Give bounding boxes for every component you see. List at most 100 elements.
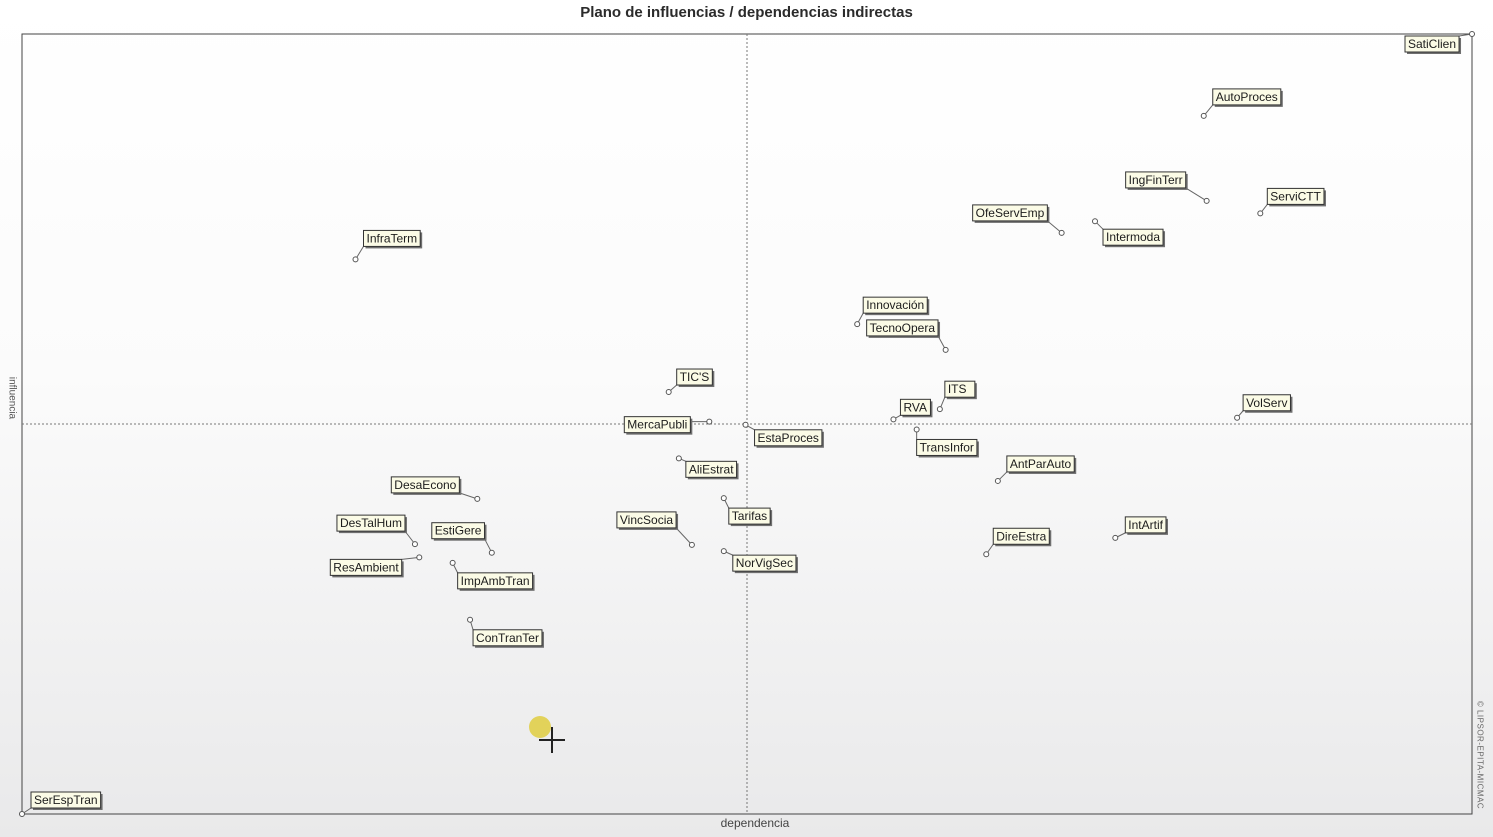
leader-line bbox=[1185, 187, 1207, 202]
label-box bbox=[1006, 455, 1075, 473]
x-axis-label: dependencia bbox=[720, 816, 790, 830]
data-point-contranter: ConTranTer bbox=[467, 616, 544, 648]
data-point-impambtran: ImpAmbTran bbox=[449, 559, 535, 591]
point-label: VolServ bbox=[1246, 396, 1287, 410]
point-marker bbox=[1092, 218, 1098, 225]
label-box bbox=[1124, 516, 1167, 534]
data-point-innovaci-n: Innovación bbox=[854, 296, 930, 328]
label-box bbox=[472, 629, 543, 647]
point-marker bbox=[352, 256, 359, 263]
point-marker bbox=[936, 406, 943, 413]
label-box bbox=[728, 507, 771, 525]
point-label: TIC'S bbox=[680, 370, 710, 384]
data-point-antparauto: AntParAuto bbox=[994, 455, 1077, 484]
label-box bbox=[1125, 171, 1187, 189]
point-label: AliEstrat bbox=[689, 462, 734, 476]
point-label: EstiGere bbox=[435, 524, 482, 538]
data-point-estigere: EstiGere bbox=[431, 522, 495, 556]
label-box bbox=[1266, 187, 1325, 205]
data-point-saticlien: SatiClien bbox=[1404, 31, 1475, 54]
point-marker bbox=[411, 541, 418, 548]
leader-line bbox=[675, 527, 693, 546]
point-label: MercaPubli bbox=[627, 418, 687, 432]
data-point-seresptran: SerEspTran bbox=[19, 791, 103, 817]
data-point-intermoda: Intermoda bbox=[1092, 218, 1166, 248]
data-point-rva: RVA bbox=[890, 398, 933, 423]
data-point-intartif: IntArtif bbox=[1112, 516, 1168, 541]
data-point-tecnoopera: TecnoOpera bbox=[866, 319, 949, 353]
label-box bbox=[616, 511, 677, 529]
point-label: AntParAuto bbox=[1010, 457, 1072, 471]
point-label: DesaEcono bbox=[394, 478, 456, 492]
data-point-desaecono: DesaEcono bbox=[390, 476, 481, 502]
point-label: AutoProces bbox=[1216, 90, 1278, 104]
label-box bbox=[899, 398, 931, 416]
point-marker bbox=[665, 389, 672, 396]
point-label: IntArtif bbox=[1128, 518, 1163, 532]
point-marker bbox=[675, 455, 682, 462]
label-box bbox=[732, 554, 797, 572]
point-marker bbox=[1058, 229, 1065, 236]
label-box bbox=[390, 476, 460, 494]
point-label: Tarifas bbox=[732, 509, 767, 523]
label-box bbox=[1242, 394, 1291, 412]
points-layer: SatiClien AutoProces IngFinTerr ServiCTT Ofe… bbox=[19, 31, 1475, 817]
point-label: SerEspTran bbox=[34, 793, 98, 807]
point-label: TecnoOpera bbox=[870, 321, 936, 335]
point-marker bbox=[416, 554, 423, 561]
data-point-autoproces: AutoProces bbox=[1200, 88, 1283, 119]
point-marker bbox=[1257, 210, 1264, 217]
label-box bbox=[944, 380, 976, 398]
point-marker bbox=[1469, 31, 1475, 37]
data-point-mercapubli: MercaPubli bbox=[623, 416, 713, 435]
data-point-estaproces: EstaProces bbox=[742, 421, 824, 448]
data-point-transinfor: TransInfor bbox=[913, 426, 979, 458]
data-point-tarifas: Tarifas bbox=[720, 495, 773, 527]
point-label: DireEstra bbox=[996, 529, 1046, 543]
leader-line bbox=[1047, 220, 1062, 234]
data-point-tic-s: TIC'S bbox=[665, 368, 715, 396]
point-label: IngFinTerr bbox=[1129, 173, 1183, 187]
point-label: Innovación bbox=[866, 298, 924, 312]
data-point-aliestrat: AliEstrat bbox=[675, 455, 739, 480]
point-label: RVA bbox=[903, 400, 927, 414]
point-marker bbox=[449, 559, 456, 566]
label-box bbox=[862, 296, 928, 314]
data-point-servictt: ServiCTT bbox=[1257, 187, 1326, 217]
label-box bbox=[1102, 228, 1164, 246]
point-marker bbox=[913, 426, 920, 433]
point-marker bbox=[1112, 534, 1119, 541]
label-box bbox=[685, 460, 738, 478]
label-box bbox=[866, 319, 939, 337]
data-point-vincsocia: VincSocia bbox=[616, 511, 695, 548]
point-marker bbox=[983, 551, 990, 558]
y-axis-label: influencia bbox=[6, 376, 18, 420]
label-box bbox=[972, 204, 1048, 222]
point-marker bbox=[688, 541, 695, 548]
chart-title: Plano de influencias / dependencias indi… bbox=[580, 4, 913, 21]
point-label: ImpAmbTran bbox=[461, 574, 530, 588]
point-label: Intermoda bbox=[1106, 230, 1160, 244]
point-label: EstaProces bbox=[758, 431, 819, 445]
point-marker bbox=[742, 421, 749, 428]
point-label: ITS bbox=[948, 382, 967, 396]
point-marker bbox=[706, 418, 713, 425]
point-marker bbox=[1200, 112, 1207, 119]
crosshair-cursor-icon bbox=[539, 727, 565, 753]
label-box bbox=[676, 368, 713, 386]
point-marker bbox=[854, 321, 861, 328]
data-point-infraterm: InfraTerm bbox=[352, 229, 423, 263]
label-box bbox=[329, 558, 403, 576]
data-point-destalhum: DesTalHum bbox=[336, 514, 418, 548]
data-point-resambient: ResAmbient bbox=[329, 554, 423, 578]
point-label: TransInfor bbox=[920, 440, 974, 454]
label-box bbox=[916, 438, 978, 456]
label-box bbox=[623, 416, 691, 434]
point-label: ConTranTer bbox=[476, 631, 539, 645]
point-marker bbox=[19, 811, 25, 817]
label-box bbox=[336, 514, 406, 532]
point-label: ResAmbient bbox=[333, 560, 399, 574]
point-marker bbox=[467, 616, 474, 623]
point-marker bbox=[1203, 197, 1210, 204]
